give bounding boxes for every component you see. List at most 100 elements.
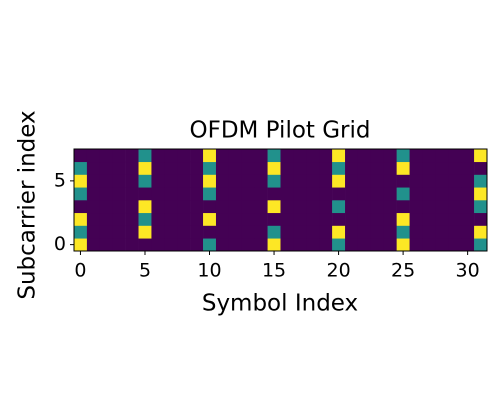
cell: [396, 200, 410, 214]
cell: [435, 187, 449, 201]
cell: [332, 161, 346, 175]
cell: [138, 238, 152, 252]
cell: [332, 149, 346, 163]
cell: [370, 187, 385, 201]
cell: [99, 187, 114, 201]
cell: [125, 225, 139, 239]
cell: [215, 212, 230, 226]
cell: [177, 161, 191, 175]
cell: [396, 238, 410, 252]
cell: [319, 187, 333, 201]
cell: [345, 212, 359, 226]
cell: [345, 238, 359, 252]
cell: [164, 161, 178, 175]
cell: [125, 187, 139, 201]
cell: [74, 212, 88, 226]
x-tick-label: 5: [139, 260, 151, 282]
cell: [190, 200, 204, 214]
cell: [267, 174, 281, 188]
cell: [319, 225, 333, 239]
cell: [254, 212, 268, 226]
cell: [306, 187, 320, 201]
cell: [241, 238, 255, 252]
cell: [422, 200, 436, 214]
cell: [383, 187, 397, 201]
cell: [461, 200, 475, 214]
cell: [203, 187, 217, 201]
cell: [409, 187, 423, 201]
cell: [241, 225, 255, 239]
cell: [164, 174, 178, 188]
cell: [345, 174, 359, 188]
cell: [474, 149, 488, 163]
cell: [125, 174, 139, 188]
cell: [190, 174, 204, 188]
cell: [138, 225, 152, 239]
cell: [241, 149, 255, 163]
cell: [151, 187, 165, 201]
cell: [293, 149, 307, 163]
cell: [203, 225, 217, 239]
cell: [357, 225, 372, 239]
cell: [448, 161, 462, 175]
cell: [422, 225, 436, 239]
cell: [203, 149, 217, 163]
cell: [280, 238, 294, 252]
cell: [461, 212, 475, 226]
cell: [254, 238, 268, 252]
cell: [254, 161, 268, 175]
cell: [435, 225, 449, 239]
cell: [164, 212, 178, 226]
cell: [112, 238, 126, 252]
cell: [306, 161, 320, 175]
cell: [383, 200, 397, 214]
cell: [306, 225, 320, 239]
y-tick-label: 0: [54, 233, 66, 255]
cell: [138, 149, 152, 163]
cell: [319, 200, 333, 214]
cell: [254, 200, 268, 214]
cell: [293, 212, 307, 226]
cell: [306, 200, 320, 214]
cell: [74, 238, 88, 252]
cell: [190, 187, 204, 201]
cell: [86, 174, 101, 188]
cell: [345, 200, 359, 214]
chart-title: OFDM Pilot Grid: [189, 118, 370, 144]
cell: [383, 149, 397, 163]
cell: [86, 187, 101, 201]
cell: [190, 238, 204, 252]
cell: [228, 200, 243, 214]
cell: [138, 200, 152, 214]
cell: [190, 212, 204, 226]
cell: [422, 174, 436, 188]
cell: [151, 161, 165, 175]
cell: [86, 149, 101, 163]
cell: [293, 174, 307, 188]
cell: [74, 200, 88, 214]
cell: [190, 149, 204, 163]
cell: [267, 200, 281, 214]
cell: [435, 200, 449, 214]
cell: [422, 212, 436, 226]
cell: [357, 161, 372, 175]
cell: [448, 187, 462, 201]
cell: [267, 161, 281, 175]
cell: [357, 238, 372, 252]
cell: [370, 225, 385, 239]
y-axis-label: Subcarrier index: [15, 110, 41, 299]
cell: [461, 149, 475, 163]
cell: [422, 187, 436, 201]
cell: [228, 149, 243, 163]
cell: [461, 174, 475, 188]
cell: [293, 187, 307, 201]
cell: [99, 225, 114, 239]
cell: [448, 238, 462, 252]
cell: [461, 161, 475, 175]
cell: [241, 212, 255, 226]
cell: [409, 161, 423, 175]
cell: [267, 187, 281, 201]
cell: [461, 225, 475, 239]
cell: [332, 212, 346, 226]
cell: [474, 238, 488, 252]
